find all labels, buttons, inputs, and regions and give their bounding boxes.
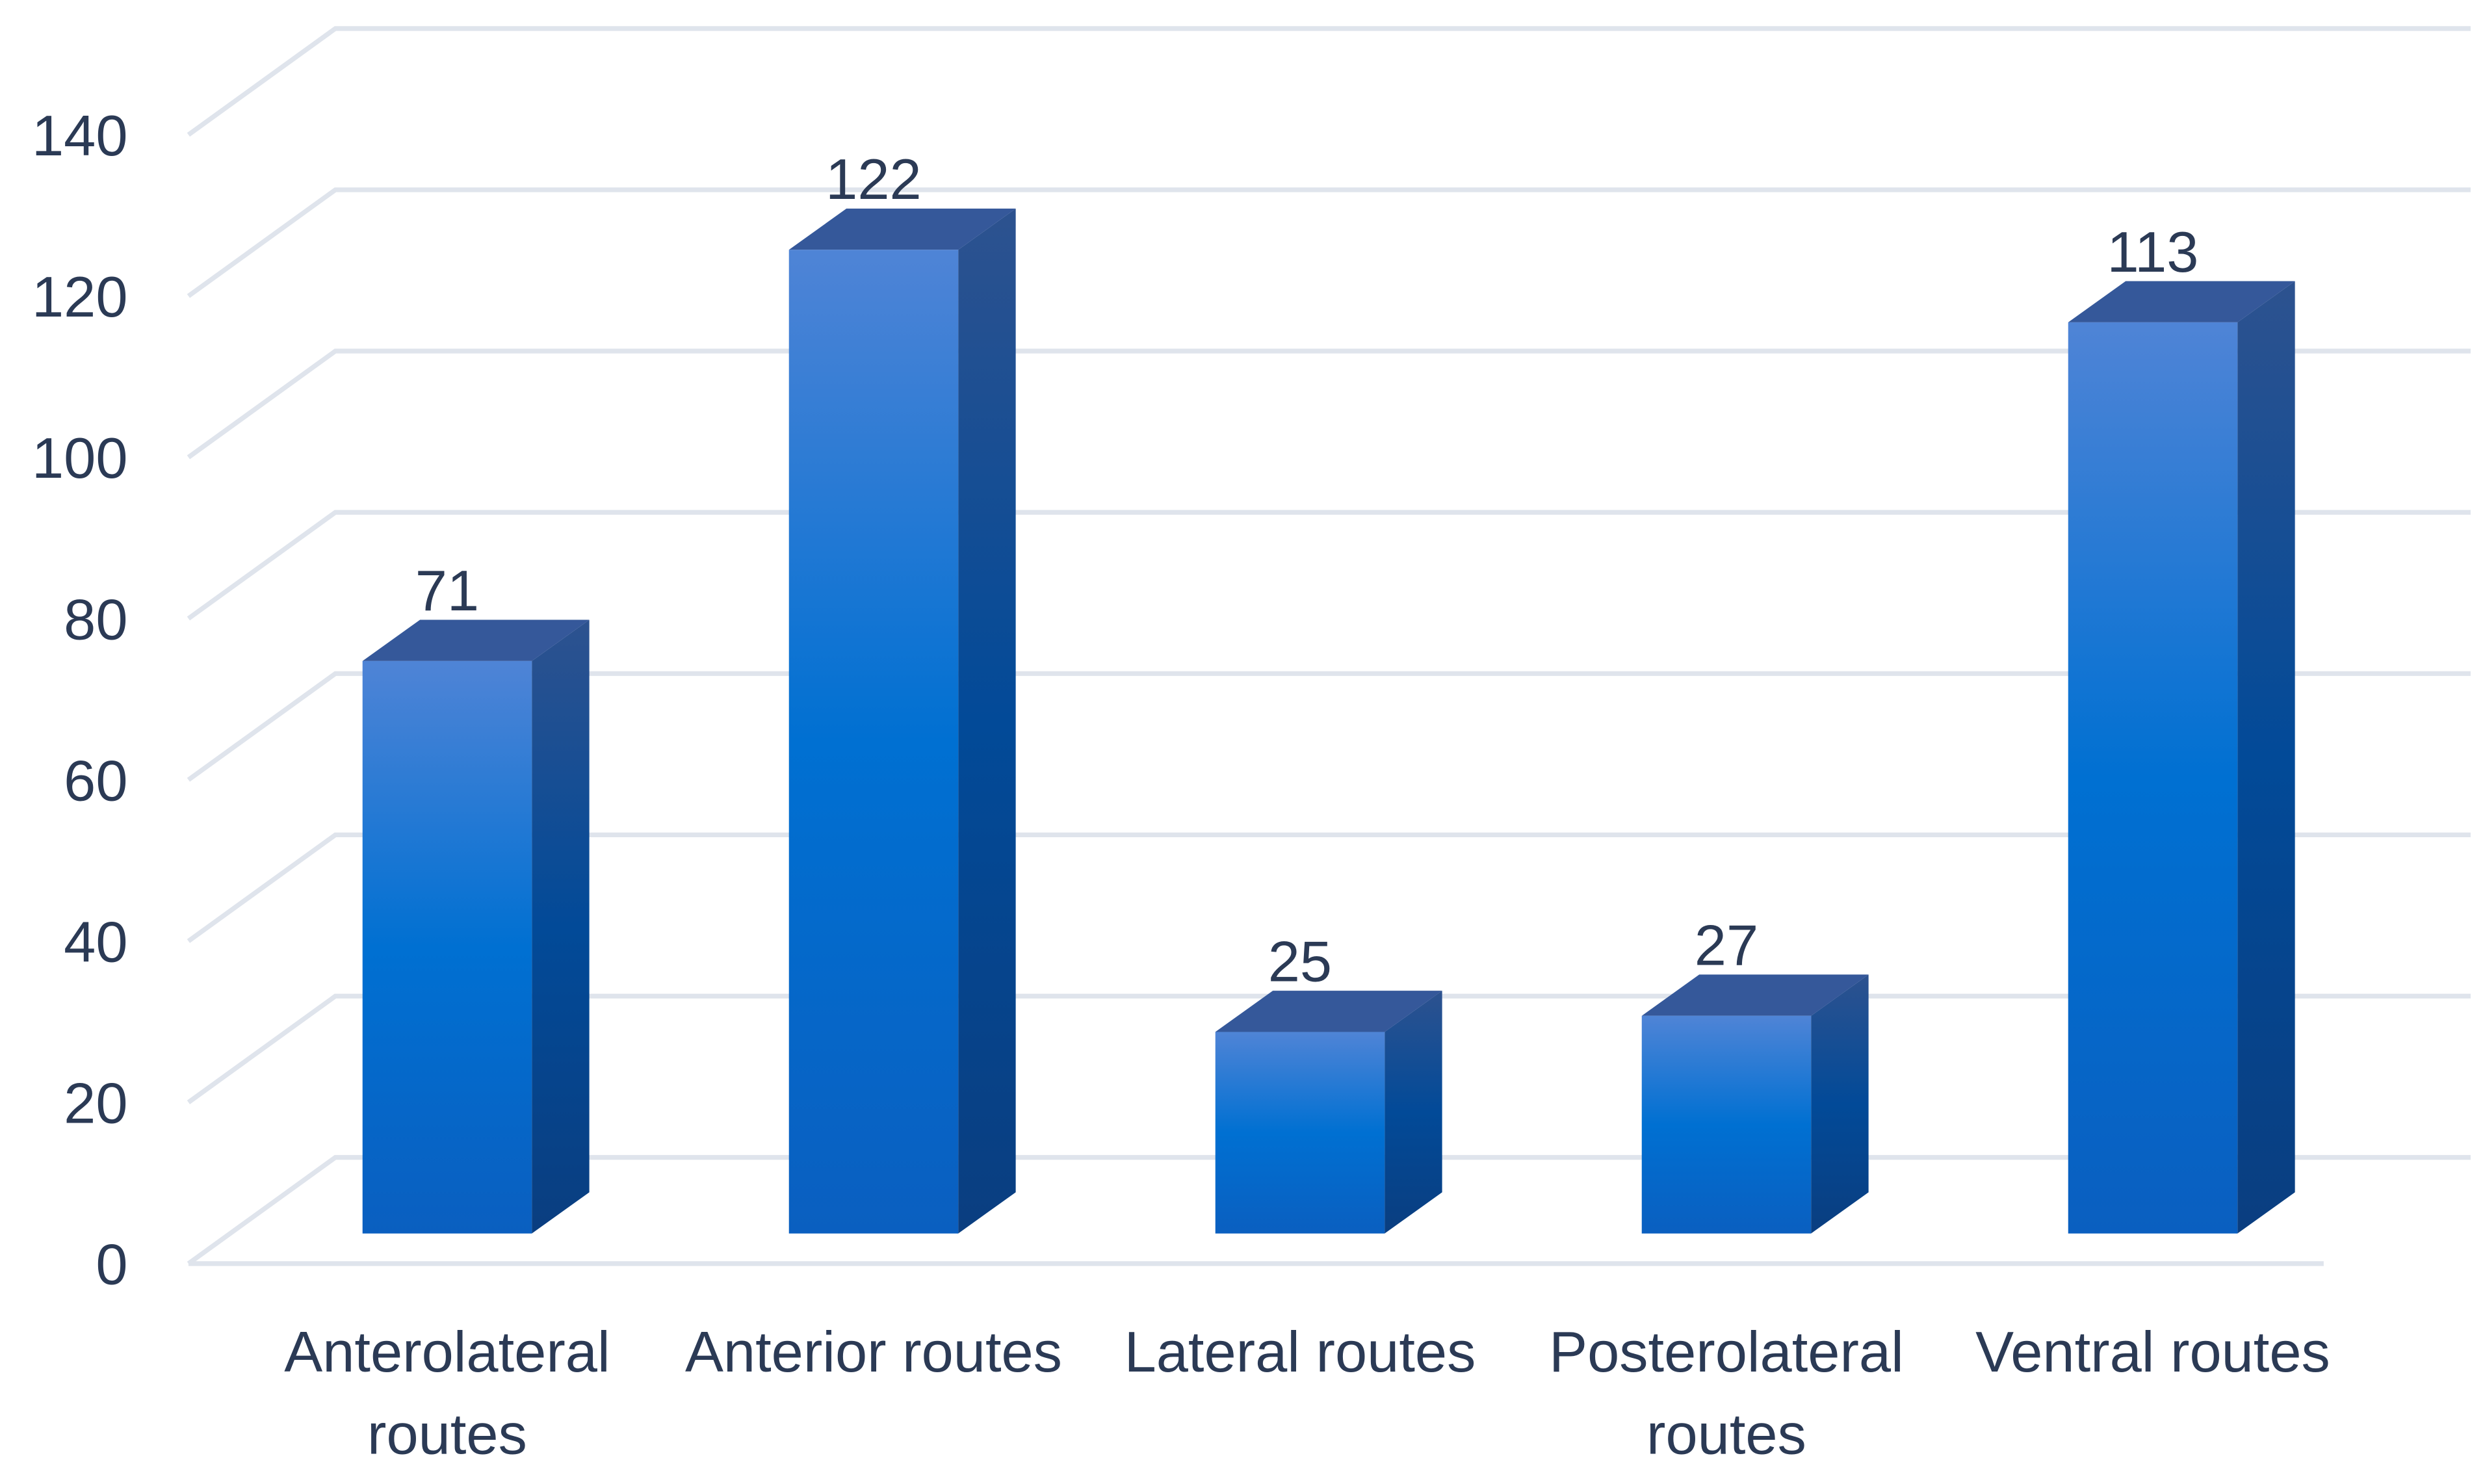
x-tick-label: Ventral routes — [1975, 1320, 2330, 1384]
bars — [362, 208, 2295, 1234]
x-tick-label: Anterior routes — [685, 1320, 1062, 1384]
bar-side — [2237, 281, 2295, 1234]
bar-top — [2068, 281, 2295, 322]
grid-line — [187, 26, 2471, 137]
grid-line — [187, 671, 2471, 782]
bar-side — [1385, 991, 1442, 1234]
x-tick-label: Anterolateral routes — [284, 1320, 610, 1466]
bar — [1641, 1015, 1812, 1234]
value-label: 71 — [415, 558, 479, 623]
value-label: 122 — [826, 148, 922, 212]
bar-side — [958, 208, 1016, 1234]
bar — [788, 250, 959, 1234]
y-tick-label: 80 — [64, 588, 127, 652]
bar — [1215, 1032, 1385, 1234]
bar-side — [532, 619, 590, 1234]
bar-top — [788, 208, 1016, 250]
grid-line — [187, 187, 2471, 298]
grid-line — [187, 348, 2471, 460]
value-label: 27 — [1695, 913, 1758, 978]
y-tick-label: 140 — [32, 103, 128, 168]
y-tick-label: 0 — [96, 1232, 127, 1297]
bar-top — [1641, 974, 1869, 1016]
bar-side — [1811, 974, 1869, 1234]
x-tick-label: Lateral routes — [1125, 1320, 1476, 1384]
bar-top — [1215, 991, 1442, 1032]
grid-line — [187, 832, 2471, 943]
grid — [187, 26, 2471, 1266]
y-tick-label: 100 — [32, 426, 128, 491]
x-tick-label: Posterolateral routes — [1549, 1320, 1904, 1466]
y-tick-label: 60 — [64, 749, 127, 813]
value-label: 25 — [1268, 930, 1332, 994]
bar — [362, 660, 532, 1234]
labels: 0 20 40 60 80 100 120 140 71 Anterolateral routes 1… — [32, 103, 2330, 1466]
grid-line — [187, 510, 2471, 621]
value-label: 113 — [2107, 220, 2198, 284]
y-tick-label: 120 — [32, 265, 128, 329]
bar — [2068, 322, 2238, 1234]
y-tick-label: 20 — [64, 1071, 127, 1136]
y-tick-label: 40 — [64, 910, 127, 974]
bar-top — [362, 619, 590, 661]
